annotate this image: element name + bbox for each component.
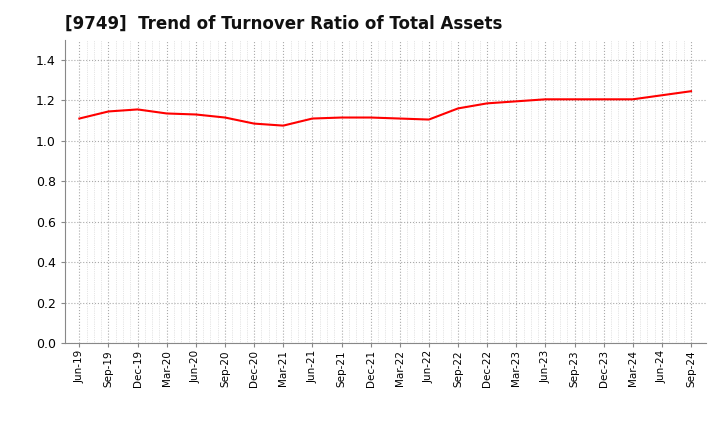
Text: [9749]  Trend of Turnover Ratio of Total Assets: [9749] Trend of Turnover Ratio of Total … — [65, 15, 502, 33]
